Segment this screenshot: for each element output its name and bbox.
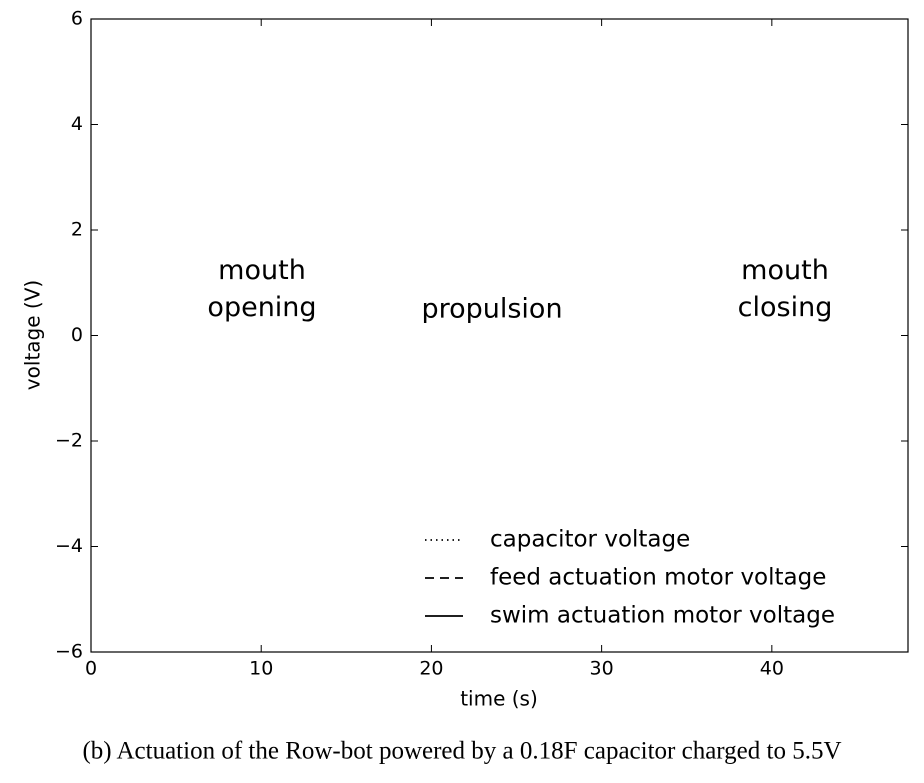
x-axis-label: time (s) (460, 687, 538, 711)
legend-label: swim actuation motor voltage (490, 603, 835, 629)
x-tick-label: 0 (85, 658, 97, 680)
plot-frame (90, 18, 909, 653)
y-tick-label: 6 (71, 8, 83, 30)
legend-label: feed actuation motor voltage (490, 565, 826, 591)
y-axis-label: voltage (V) (21, 280, 45, 390)
y-tick-label: 0 (71, 324, 83, 346)
annotation: closing (738, 292, 833, 323)
annotation: mouth (741, 255, 829, 286)
x-tick-label: 30 (590, 658, 614, 680)
y-tick-label: 4 (71, 113, 83, 135)
legend-label: capacitor voltage (490, 527, 690, 553)
y-tick-label: 2 (71, 219, 83, 241)
annotation: propulsion (421, 294, 562, 325)
annotation: opening (207, 292, 316, 323)
x-tick-label: 20 (419, 658, 443, 680)
annotation: mouth (218, 255, 306, 286)
x-tick-label: 10 (249, 658, 273, 680)
caption: (b) Actuation of the Row-bot powered by … (82, 738, 841, 765)
x-tick-label: 40 (760, 658, 784, 680)
y-tick-label: −6 (55, 641, 83, 663)
y-tick-label: −2 (55, 430, 83, 452)
y-tick-label: −4 (55, 535, 83, 557)
